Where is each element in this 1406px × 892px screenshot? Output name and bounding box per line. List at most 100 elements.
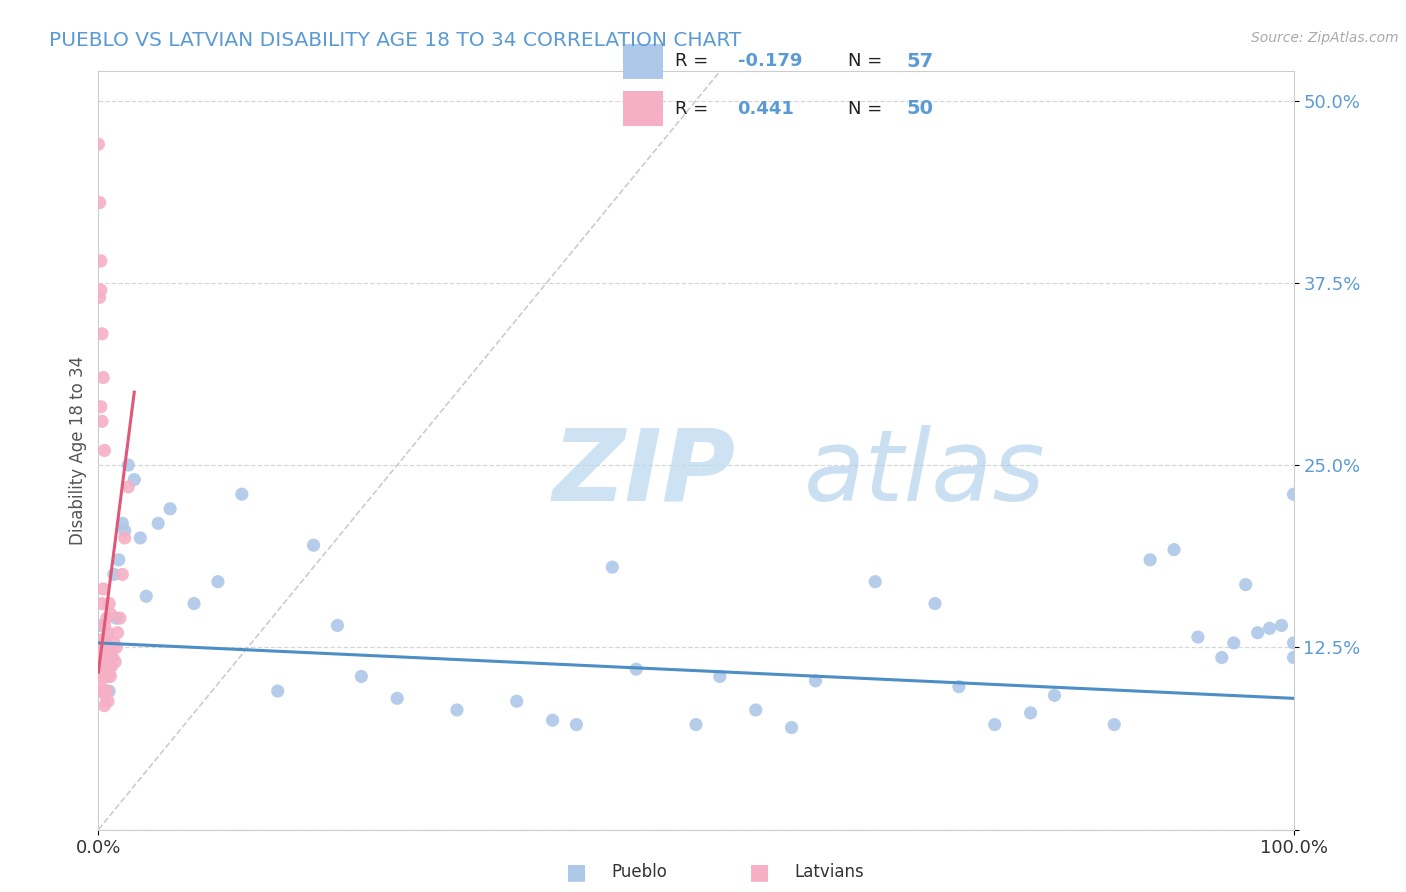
Text: 50: 50 [907, 99, 934, 118]
Point [114, 531, 136, 545]
Point [91, 597, 114, 611]
Point [124, 473, 146, 487]
Point [1282, 650, 1305, 665]
Point [107, 553, 129, 567]
Point [948, 680, 970, 694]
FancyBboxPatch shape [623, 91, 662, 126]
Point [685, 717, 707, 731]
Point [98, 648, 122, 662]
Point [90, 633, 112, 648]
Point [302, 538, 325, 552]
Point [91, 684, 114, 698]
Point [89, 655, 111, 669]
Point [148, 516, 170, 531]
Text: N =: N = [848, 100, 882, 118]
Point [865, 574, 887, 589]
Text: R =: R = [675, 53, 707, 70]
Text: 57: 57 [907, 52, 934, 70]
Point [1019, 706, 1042, 720]
Point [104, 655, 127, 669]
Point [1258, 621, 1281, 635]
Point [90, 618, 112, 632]
Point [117, 458, 139, 472]
Point [89, 195, 111, 210]
Point [1247, 625, 1270, 640]
Point [1104, 717, 1126, 731]
Point [94, 689, 117, 703]
Point [91, 326, 114, 341]
Point [1223, 636, 1246, 650]
Point [91, 650, 114, 665]
Point [91, 633, 114, 648]
Point [96, 655, 118, 669]
Text: PUEBLO VS LATVIAN DISABILITY AGE 18 TO 34 CORRELATION CHART: PUEBLO VS LATVIAN DISABILITY AGE 18 TO 3… [49, 31, 741, 50]
Point [107, 625, 129, 640]
Point [565, 717, 588, 731]
Point [506, 694, 529, 708]
Point [231, 487, 253, 501]
Text: R =: R = [675, 100, 707, 118]
Point [626, 662, 648, 676]
Point [91, 582, 114, 596]
FancyBboxPatch shape [623, 44, 662, 78]
Point [90, 680, 112, 694]
Point [103, 636, 125, 650]
Point [541, 713, 564, 727]
Point [108, 611, 131, 625]
Point [804, 673, 827, 688]
Point [89, 665, 111, 679]
Text: ■: ■ [567, 863, 586, 882]
Point [117, 480, 139, 494]
Point [89, 290, 111, 304]
Point [98, 607, 122, 621]
Point [267, 684, 290, 698]
Point [103, 567, 125, 582]
Point [1271, 618, 1294, 632]
Point [111, 567, 134, 582]
Point [1211, 650, 1233, 665]
Point [207, 574, 229, 589]
Point [984, 717, 1007, 731]
Point [90, 254, 112, 268]
Point [93, 698, 115, 713]
Point [105, 640, 128, 655]
Point [98, 665, 121, 679]
Point [183, 597, 205, 611]
Point [87, 669, 110, 683]
Point [93, 640, 115, 655]
Point [98, 597, 121, 611]
Point [780, 721, 803, 735]
Point [98, 684, 121, 698]
Text: ZIP: ZIP [553, 425, 735, 522]
Text: -0.179: -0.179 [738, 53, 801, 70]
Point [93, 618, 115, 632]
Point [91, 659, 114, 673]
Point [96, 684, 118, 698]
Point [1282, 636, 1305, 650]
Text: ■: ■ [749, 863, 769, 882]
Point [94, 633, 117, 648]
Point [1139, 553, 1161, 567]
Point [1234, 577, 1257, 591]
Point [96, 669, 118, 683]
Point [924, 597, 946, 611]
Point [1282, 487, 1305, 501]
Point [1163, 542, 1185, 557]
Point [1187, 630, 1209, 644]
Point [93, 443, 115, 458]
Text: atlas: atlas [804, 425, 1045, 522]
Point [326, 618, 349, 632]
Point [87, 137, 110, 152]
Point [159, 501, 181, 516]
Point [91, 640, 114, 655]
Text: Latvians: Latvians [794, 863, 865, 881]
Y-axis label: Disability Age 18 to 34: Disability Age 18 to 34 [69, 356, 87, 545]
Text: N =: N = [848, 53, 882, 70]
Text: Source: ZipAtlas.com: Source: ZipAtlas.com [1251, 31, 1399, 45]
Point [96, 611, 118, 625]
Point [101, 650, 124, 665]
Text: 0.441: 0.441 [738, 100, 794, 118]
Point [111, 516, 134, 531]
Text: Pueblo: Pueblo [612, 863, 668, 881]
Point [97, 665, 120, 679]
